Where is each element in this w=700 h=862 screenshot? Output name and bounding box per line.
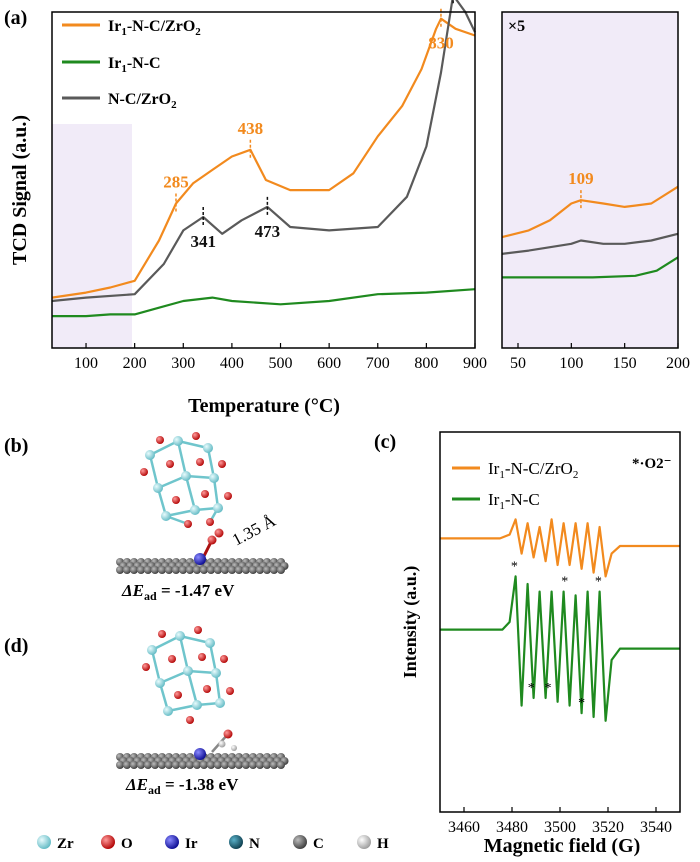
tpd-peak-label-341: 341 (190, 232, 216, 251)
inset-x-tick-label-50: 50 (510, 355, 526, 372)
y-axis-label-intensity: Intensity (a.u.) (400, 566, 421, 679)
atom-legend-swatch-n (229, 835, 243, 849)
epr-series-ir1-n-c (440, 575, 680, 722)
epr-star-5: * (578, 696, 585, 711)
epr-x-tick-label-3520: 3520 (592, 819, 624, 836)
shaded-region (52, 124, 132, 348)
tpd-x-tick-label-900: 900 (463, 355, 487, 372)
energy-label-d: ΔEad = -1.38 eV (125, 775, 239, 797)
tpd-peak-label-830: 830 (428, 34, 454, 53)
tpd-x-tick-label-800: 800 (414, 355, 438, 372)
inset-plot-frame (501, 11, 679, 349)
legend-label-ir1-nc: Ir1-N-C (108, 55, 161, 75)
radical-label: *·O2⁻ (632, 456, 672, 472)
inset-scale-label: ×5 (508, 18, 525, 35)
tpd-x-tick-label-400: 400 (220, 355, 244, 372)
epr-star-4: * (561, 575, 568, 590)
epr-plot-frame (439, 431, 681, 813)
tpd-series-ir1-n-c (52, 288, 476, 318)
legend-label-nc-zro2: N-C/ZrO2 (108, 91, 177, 111)
x-axis-label-temperature: Temperature (°C) (188, 395, 340, 417)
tpd-peak-label-285: 285 (163, 173, 189, 192)
legend-label-c-ir1-nc: Ir1-N-C (488, 490, 540, 512)
cluster-atoms-d (142, 626, 237, 753)
epr-series-ir1-n-c-zro2 (440, 518, 680, 578)
panel-label-c: (c) (374, 431, 396, 453)
x-axis-label-magnetic-field: Magnetic field (G) (484, 835, 641, 857)
atom-legend-swatch-zr (37, 835, 51, 849)
atom-legend-label-o: O (121, 836, 133, 852)
atom-legend-swatch-c (293, 835, 307, 849)
inset-peak-label-109: 109 (568, 169, 594, 188)
inset-shaded-region (502, 12, 678, 348)
main-plot-frame (51, 11, 476, 349)
atom-legend-swatch-h (357, 835, 371, 849)
atom-legend-label-n: N (249, 836, 260, 852)
atom-legend-swatch-ir (165, 835, 179, 849)
epr-x-tick-label-3480: 3480 (496, 819, 528, 836)
graphene-sheet-d (116, 753, 289, 769)
epr-star-1: * (511, 559, 518, 574)
epr-star-6: * (595, 575, 602, 590)
inset-x-tick-label-200: 200 (666, 355, 690, 372)
inset-x-tick-label-150: 150 (613, 355, 637, 372)
atom-legend-label-zr: Zr (57, 836, 74, 852)
panel-label-b: (b) (4, 435, 28, 457)
tpd-peak-label-473: 473 (255, 222, 281, 241)
atom-legend-swatch-o (101, 835, 115, 849)
graphene-sheet-b (116, 558, 289, 574)
tpd-x-tick-label-600: 600 (317, 355, 341, 372)
epr-x-tick-label-3460: 3460 (448, 819, 480, 836)
tpd-x-tick-label-300: 300 (171, 355, 195, 372)
tpd-x-tick-label-200: 200 (123, 355, 147, 372)
legend-label-ir1-nc-zro2: Ir1-N-C/ZrO2 (108, 18, 201, 38)
ir-atom-b (194, 553, 206, 565)
cluster-structure-b (148, 439, 220, 526)
inset-x-tick-label-100: 100 (559, 355, 583, 372)
cluster-atoms-b (140, 432, 232, 557)
panel-label-d: (d) (4, 635, 28, 657)
tpd-series-ir1-n-c-zro2 (51, 17, 476, 299)
ir-atom-d (194, 748, 206, 760)
epr-x-tick-label-3500: 3500 (544, 819, 576, 836)
tpd-x-tick-label-500: 500 (269, 355, 293, 372)
energy-label-b: ΔEad = -1.47 eV (121, 581, 235, 603)
tpd-peak-label-438: 438 (238, 119, 264, 138)
y-axis-label-tcd: TCD Signal (a.u.) (9, 115, 31, 265)
panel-label-a: (a) (4, 7, 27, 29)
atom-legend-label-h: H (377, 836, 389, 852)
tpd-series-n-c-zro2 (51, 0, 476, 303)
inset-series-ir1-n-c (502, 256, 679, 279)
legend-label-c-ir1-nc-zro2: Ir1-N-C/ZrO2 (488, 459, 578, 481)
inset-series-n-c-zro2 (501, 232, 679, 255)
epr-x-tick-label-3540: 3540 (640, 819, 672, 836)
tpd-x-tick-label-700: 700 (366, 355, 390, 372)
bond-length-label: 1.35 Å (229, 511, 279, 550)
tpd-x-tick-label-100: 100 (74, 355, 98, 372)
atom-legend-label-ir: Ir (185, 836, 198, 852)
epr-star-2: * (528, 681, 535, 696)
epr-star-3: * (545, 681, 552, 696)
atom-legend-label-c: C (313, 836, 324, 852)
